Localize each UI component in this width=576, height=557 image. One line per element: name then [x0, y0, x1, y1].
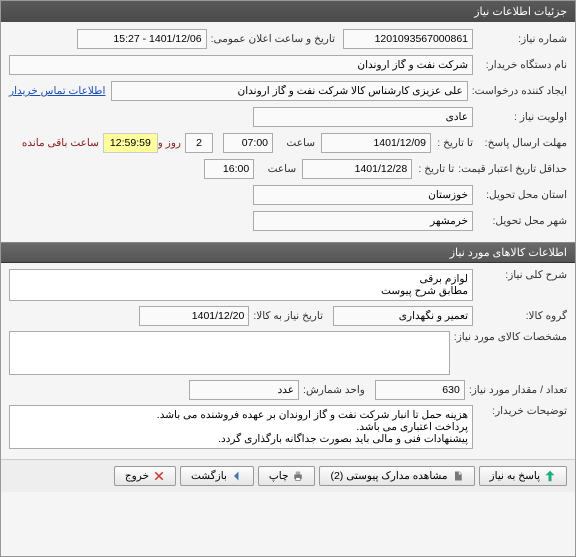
qty-field[interactable] [375, 380, 465, 400]
valid-date-field[interactable] [302, 159, 412, 179]
group-label: گروه کالا: [477, 310, 567, 322]
spec-label: مشخصات کالای مورد نیاز: [454, 331, 567, 343]
reply-button-label: پاسخ به نیاز [490, 470, 540, 482]
group-field[interactable] [333, 306, 473, 326]
buyer-notes-field[interactable] [9, 405, 473, 449]
priority-label: اولویت نیاز : [477, 111, 567, 123]
city-field[interactable] [253, 211, 473, 231]
general-desc-field[interactable] [9, 269, 473, 301]
window-titlebar: جزئیات اطلاعات نیاز [1, 1, 575, 22]
remaining-days-label: روز و [158, 137, 181, 149]
reply-icon [544, 470, 556, 482]
buyer-label: نام دستگاه خریدار: [477, 59, 567, 71]
window-root: جزئیات اطلاعات نیاز شماره نیاز: تاریخ و … [0, 0, 576, 557]
contact-link[interactable]: اطلاعات تماس خریدار [9, 85, 105, 97]
spec-field[interactable] [9, 331, 450, 375]
need-date-label: تاریخ نیاز به کالا: [253, 310, 323, 322]
time-label-1: ساعت [277, 137, 315, 149]
city-label: شهر محل تحویل: [477, 215, 567, 227]
attachments-button-label: مشاهده مدارک پیوستی (2) [330, 470, 447, 482]
to-date-label-1: تا تاریخ : [435, 137, 473, 149]
announce-field[interactable] [77, 29, 207, 49]
reply-deadline-label: مهلت ارسال پاسخ: [477, 137, 567, 149]
print-icon [292, 470, 304, 482]
attachment-icon [452, 470, 464, 482]
requester-label: ایجاد کننده درخواست: [472, 85, 567, 97]
section2-header: اطلاعات کالاهای مورد نیاز [1, 242, 575, 263]
to-date-label-2: تا تاریخ : [416, 163, 454, 175]
need-date-field[interactable] [139, 306, 249, 326]
exit-icon [153, 470, 165, 482]
buyer-field[interactable] [9, 55, 473, 75]
requester-field[interactable] [111, 81, 467, 101]
form-section-goods: شرح کلی نیاز: گروه کالا: تاریخ نیاز به ک… [1, 263, 575, 459]
province-field[interactable] [253, 185, 473, 205]
back-icon [231, 470, 243, 482]
reply-button[interactable]: پاسخ به نیاز [479, 466, 567, 486]
remaining-days-field [185, 133, 213, 153]
exit-button-label: خروج [125, 470, 149, 482]
form-section-main: شماره نیاز: تاریخ و ساعت اعلان عمومی: نا… [1, 22, 575, 242]
valid-time-field[interactable] [204, 159, 254, 179]
time-label-2: ساعت [258, 163, 296, 175]
attachments-button[interactable]: مشاهده مدارک پیوستی (2) [319, 466, 474, 486]
min-valid-label: حداقل تاریخ اعتبار قیمت: [458, 163, 567, 175]
need-no-label: شماره نیاز: [477, 33, 567, 45]
remaining-suffix: ساعت باقی مانده [22, 137, 99, 149]
reply-date-field[interactable] [321, 133, 431, 153]
button-bar: پاسخ به نیاز مشاهده مدارک پیوستی (2) چاپ… [1, 459, 575, 492]
buyer-notes-label: توضیحات خریدار: [477, 405, 567, 417]
print-button[interactable]: چاپ [258, 466, 316, 486]
announce-label: تاریخ و ساعت اعلان عمومی: [211, 33, 335, 45]
need-no-field[interactable] [343, 29, 473, 49]
print-button-label: چاپ [269, 470, 289, 482]
exit-button[interactable]: خروج [114, 466, 176, 486]
province-label: استان محل تحویل: [477, 189, 567, 201]
unit-label: واحد شمارش: [303, 384, 365, 396]
general-desc-label: شرح کلی نیاز: [477, 269, 567, 281]
back-button[interactable]: بازگشت [180, 466, 254, 486]
back-button-label: بازگشت [191, 470, 227, 482]
priority-field[interactable] [253, 107, 473, 127]
unit-field[interactable] [189, 380, 299, 400]
window-title: جزئیات اطلاعات نیاز [474, 6, 567, 18]
qty-label: تعداد / مقدار مورد نیاز: [469, 384, 567, 396]
reply-time-field[interactable] [223, 133, 273, 153]
remaining-time-highlight: 12:59:59 [103, 133, 158, 153]
